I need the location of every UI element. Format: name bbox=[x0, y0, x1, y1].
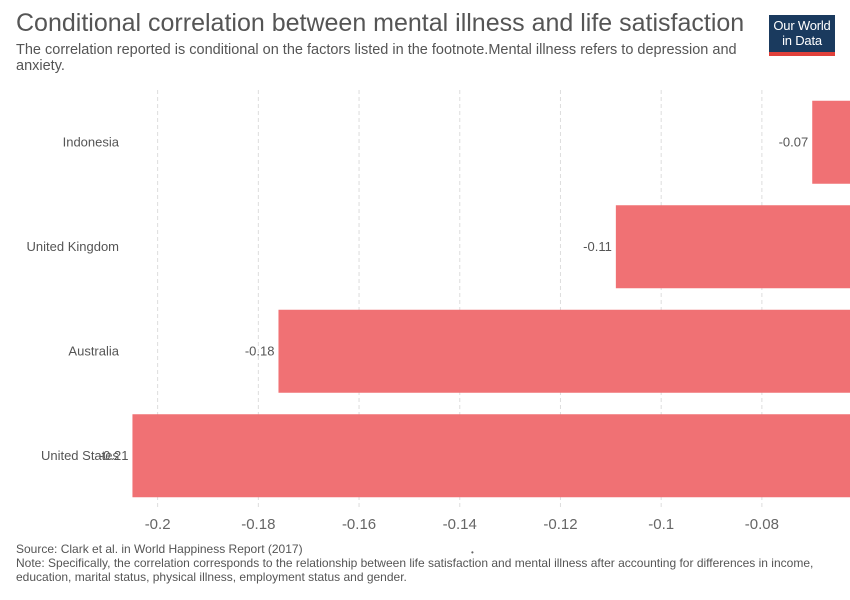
category-label: United States bbox=[41, 448, 120, 463]
data-label: -0.21 bbox=[99, 448, 129, 463]
data-label: -0.11 bbox=[583, 239, 612, 254]
category-label: Indonesia bbox=[63, 134, 120, 149]
data-label: -0.07 bbox=[779, 134, 809, 149]
category-label: United Kingdom bbox=[27, 239, 120, 254]
footer-dot: • bbox=[471, 548, 474, 557]
x-tick-label: -0.16 bbox=[342, 516, 376, 533]
x-tick-label: -0.08 bbox=[745, 516, 779, 533]
bar bbox=[812, 100, 850, 184]
bar bbox=[132, 414, 850, 498]
category-label: Australia bbox=[68, 343, 119, 358]
logo-line-2: in Data bbox=[782, 33, 822, 48]
x-tick-label: -0.2 bbox=[145, 516, 171, 533]
data-label: -0.18 bbox=[245, 343, 275, 358]
source-text: Source: Clark et al. in World Happiness … bbox=[16, 542, 303, 556]
logo-line-1: Our World bbox=[773, 18, 831, 33]
x-tick-label: -0.1 bbox=[648, 516, 674, 533]
chart-title: Conditional correlation between mental i… bbox=[16, 9, 745, 37]
owid-logo[interactable]: Our World in Data bbox=[769, 15, 835, 56]
bar bbox=[615, 205, 850, 289]
note-text: Note: Specifically, the correlation corr… bbox=[16, 556, 814, 584]
chart-footer: Source: Clark et al. in World Happiness … bbox=[16, 542, 836, 584]
x-tick-label: -0.12 bbox=[543, 516, 577, 533]
x-tick-label: -0.14 bbox=[443, 516, 477, 533]
chart-subtitle: The correlation reported is conditional … bbox=[16, 42, 737, 74]
x-tick-label: -0.18 bbox=[241, 516, 275, 533]
bar bbox=[278, 309, 850, 393]
